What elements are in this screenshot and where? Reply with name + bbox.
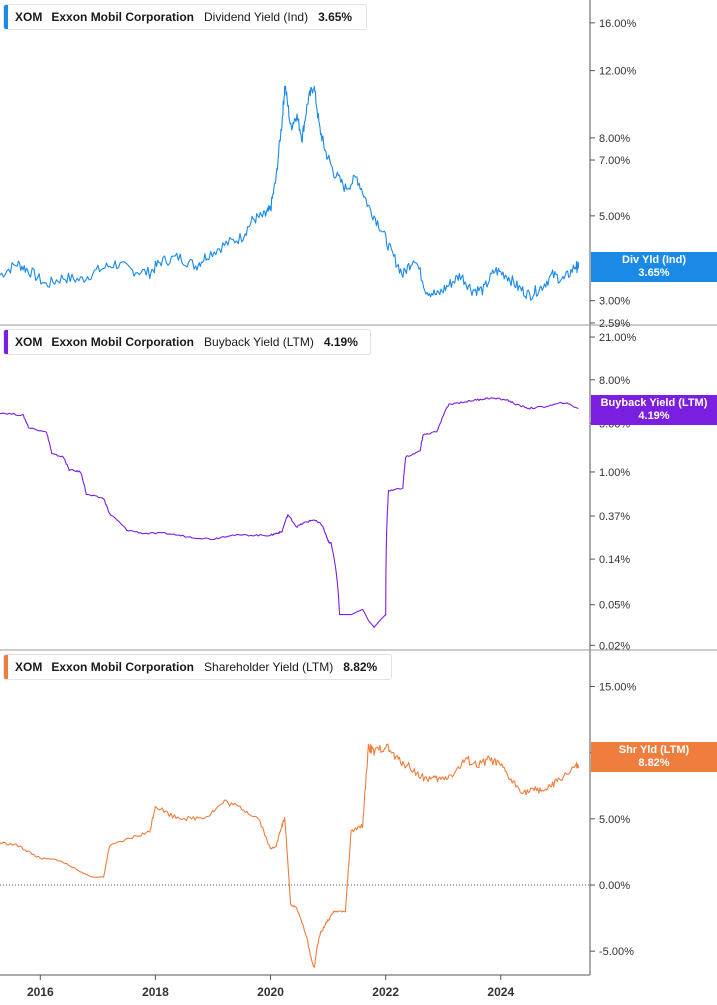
legend-swatch: [4, 655, 8, 679]
y-tick-label: 12.00%: [599, 66, 637, 78]
legend-company: Exxon Mobil Corporation: [51, 10, 195, 24]
y-tick-label: 5.00%: [599, 211, 630, 223]
y-tick-label: 2.59%: [599, 318, 630, 330]
buyback-yield-plot: [0, 397, 579, 628]
legend-ticker: XOM: [15, 335, 43, 349]
shareholder-yield-line: [0, 743, 580, 968]
y-tick-label: 1.00%: [599, 467, 630, 479]
buyback-yield-line: [0, 397, 579, 628]
legend-ticker: XOM: [15, 10, 43, 24]
shareholder-yield-plot: [0, 743, 590, 968]
chart-frame: [0, 0, 717, 976]
legend-company: Exxon Mobil Corporation: [51, 335, 195, 349]
flag-label: Shr Yld (LTM): [618, 744, 690, 756]
flag-label: Div Yld (Ind): [622, 254, 686, 266]
legend-ticker: XOM: [15, 660, 43, 674]
legend-company: Exxon Mobil Corporation: [51, 660, 195, 674]
flag-shareholder-yield: Shr Yld (LTM) 8.82%: [591, 742, 717, 772]
y-tick-label: 3.00%: [599, 296, 630, 308]
legend-value: 4.19%: [323, 335, 358, 349]
dividend-yield-line: [0, 85, 580, 301]
y-tick-label: 16.00%: [599, 18, 637, 30]
y-tick-label: 0.05%: [599, 600, 630, 612]
legend-value: 3.65%: [318, 10, 353, 24]
y-tick-label: 5.00%: [599, 814, 630, 826]
y-tick-label: 8.00%: [599, 133, 630, 145]
y-tick-label: 0.37%: [599, 511, 630, 523]
y-axis-ticks: 16.00% 12.00% 8.00% 7.00% 5.00% 3.00% 2.59% 21.…: [590, 18, 637, 958]
y-tick-label: 8.00%: [599, 375, 630, 387]
dividend-yield-plot: [0, 85, 580, 301]
flag-value: 8.82%: [638, 757, 670, 769]
x-tick-label: 2020: [257, 985, 284, 999]
legend-metric: Shareholder Yield (LTM): [204, 660, 334, 674]
y-tick-label: -5.00%: [599, 946, 634, 958]
y-tick-label: 0.02%: [599, 640, 630, 652]
x-tick-label: 2022: [372, 985, 399, 999]
y-tick-label: 21.00%: [599, 332, 637, 344]
y-tick-label: 0.14%: [599, 554, 630, 566]
flag-dividend-yield: Div Yld (Ind) 3.65%: [591, 252, 717, 282]
flag-value: 4.19%: [638, 410, 670, 422]
legend-swatch: [4, 330, 8, 354]
legend-metric: Buyback Yield (LTM): [204, 335, 314, 349]
x-axis-ticks: 2016 2018 2020 2022 2024: [27, 975, 514, 999]
legend-swatch: [4, 5, 8, 29]
y-tick-label: 0.00%: [599, 880, 630, 892]
legend-buyback-yield: XOM Exxon Mobil Corporation Buyback Yiel…: [3, 329, 371, 355]
flag-value: 3.65%: [638, 267, 670, 279]
y-tick-label: 7.00%: [599, 155, 630, 167]
legend-value: 8.82%: [343, 660, 378, 674]
x-tick-label: 2018: [142, 985, 169, 999]
legend-metric: Dividend Yield (Ind): [204, 10, 309, 24]
x-tick-label: 2024: [487, 985, 514, 999]
x-tick-label: 2016: [27, 985, 54, 999]
flag-label: Buyback Yield (LTM): [600, 397, 708, 409]
legend-dividend-yield: XOM Exxon Mobil Corporation Dividend Yie…: [3, 4, 367, 30]
flag-buyback-yield: Buyback Yield (LTM) 4.19%: [591, 395, 717, 425]
legend-shareholder-yield: XOM Exxon Mobil Corporation Shareholder …: [3, 654, 392, 680]
y-tick-label: 15.00%: [599, 681, 637, 693]
